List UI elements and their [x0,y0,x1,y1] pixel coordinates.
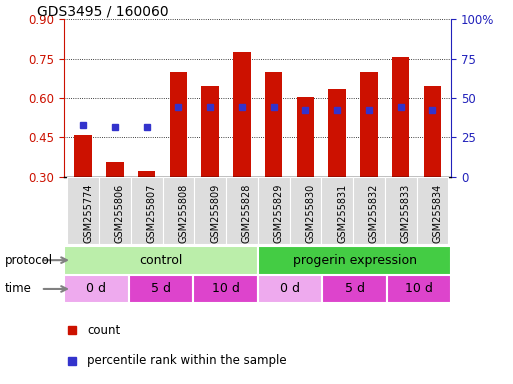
Bar [289,177,321,244]
Bar [387,275,451,303]
Text: control: control [139,254,183,266]
Text: GSM255807: GSM255807 [147,184,156,243]
Bar [360,72,378,177]
Bar [385,177,417,244]
Text: GSM255830: GSM255830 [305,184,315,243]
Text: GSM255829: GSM255829 [273,184,284,243]
Text: count: count [87,324,121,337]
Text: GSM255834: GSM255834 [432,184,442,243]
Text: 10 d: 10 d [211,283,240,295]
Bar [328,89,346,177]
Bar [138,171,155,177]
Text: 0 d: 0 d [86,283,106,295]
Text: GDS3495 / 160060: GDS3495 / 160060 [37,4,169,18]
Bar [297,97,314,177]
Bar [392,57,409,177]
Bar [258,177,289,244]
Bar [163,177,194,244]
Text: 5 d: 5 d [345,283,365,295]
Text: GSM255833: GSM255833 [401,184,410,243]
Bar [233,52,251,177]
Text: 5 d: 5 d [151,283,171,295]
Text: time: time [5,283,32,295]
Text: percentile rank within the sample: percentile rank within the sample [87,354,287,367]
Bar [64,246,258,275]
Bar [99,177,131,244]
Bar [258,275,322,303]
Bar [67,177,99,244]
Text: progerin expression: progerin expression [292,254,417,266]
Bar [64,275,129,303]
Bar [321,177,353,244]
Bar [226,177,258,244]
Bar [424,86,441,177]
Bar [265,72,282,177]
Bar [131,177,163,244]
Bar [258,246,451,275]
Text: GSM255831: GSM255831 [337,184,347,243]
Text: GSM255832: GSM255832 [369,184,379,243]
Bar [353,177,385,244]
Bar [322,275,387,303]
Text: GSM255774: GSM255774 [83,184,93,243]
Bar [74,135,92,177]
Bar [202,86,219,177]
Bar [129,275,193,303]
Text: GSM255809: GSM255809 [210,184,220,243]
Bar [106,162,124,177]
Bar [417,177,448,244]
Text: GSM255828: GSM255828 [242,184,252,243]
Text: 0 d: 0 d [280,283,300,295]
Bar [194,177,226,244]
Bar [170,72,187,177]
Bar [193,275,258,303]
Text: 10 d: 10 d [405,283,433,295]
Text: protocol: protocol [5,254,53,266]
Text: GSM255806: GSM255806 [115,184,125,243]
Text: GSM255808: GSM255808 [179,184,188,243]
